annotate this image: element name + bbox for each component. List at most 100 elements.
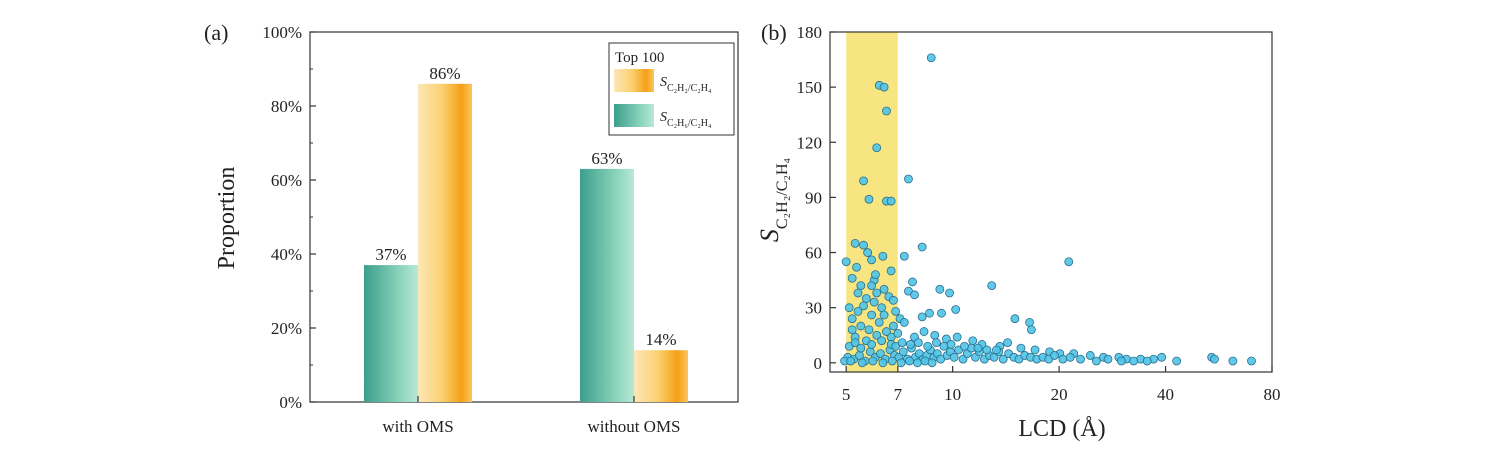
scatter-x-tick-label: 40	[1157, 385, 1174, 404]
scatter-point	[847, 314, 857, 324]
scatter-point	[1065, 352, 1075, 362]
scatter-point	[1025, 317, 1034, 327]
scatter-point	[1085, 351, 1095, 360]
bar-y-tick-label: 20%	[271, 319, 302, 338]
scatter-point	[1058, 354, 1068, 364]
bar	[634, 350, 688, 402]
scatter-point	[861, 294, 871, 303]
scatter-point	[850, 338, 860, 347]
scatter-y-axis-title: SC₂H₂/C₂H₄	[755, 157, 791, 242]
bar-series: 37% 86% 63% 14%	[364, 64, 688, 403]
scatter-point	[1050, 351, 1059, 360]
bar	[580, 168, 634, 402]
scatter-point	[897, 338, 907, 347]
scatter-point	[877, 303, 887, 313]
scatter-point	[841, 257, 851, 267]
bar-legend: Top 100 SC₂H₂/C₂H₄ SC₂H₆/C₂H₄	[608, 42, 735, 136]
scatter-point	[886, 196, 896, 206]
scatter-point	[917, 312, 927, 322]
scatter-point	[889, 321, 898, 331]
scatter-x-tick-label: 7	[894, 385, 903, 404]
scatter-point	[913, 338, 923, 347]
bar-data-label: 37%	[375, 245, 406, 264]
scatter-point	[1010, 314, 1020, 324]
scatter-point	[879, 284, 889, 294]
scatter-point	[917, 242, 927, 252]
scatter-y-tick-label: 0	[814, 354, 823, 373]
scatter-point	[910, 290, 919, 300]
scatter-x-tick-label: 20	[1051, 385, 1068, 404]
scatter-point	[853, 288, 863, 298]
scatter-point	[945, 288, 954, 298]
scatter-point	[852, 262, 861, 272]
scatter-point	[891, 341, 901, 351]
scatter-point	[856, 321, 866, 331]
scatter-point	[872, 330, 882, 340]
scatter-point	[882, 106, 891, 116]
scatter-point	[891, 306, 901, 316]
scatter-point	[868, 356, 878, 366]
scatter-y-tick-label: 30	[805, 299, 822, 318]
scatter-point	[856, 343, 866, 353]
scatter-point	[987, 281, 997, 291]
scatter-point	[946, 340, 956, 349]
scatter-point	[919, 327, 929, 336]
scatter-point	[1026, 325, 1036, 335]
scatter-point	[1247, 356, 1256, 366]
scatter-x-tick-label: 10	[944, 385, 961, 404]
bar-chart-panel: (a) 0% 20% 40% 60% 80% 100% 37% 86% 63% 14% with…	[204, 20, 739, 436]
scatter-point	[932, 338, 941, 347]
scatter-point	[893, 329, 903, 338]
scatter-point	[856, 281, 866, 291]
scatter-point	[968, 336, 978, 346]
scatter-y-tick-label: 90	[805, 188, 822, 207]
scatter-point	[927, 358, 937, 368]
scatter-point	[1003, 338, 1012, 347]
scatter-point	[937, 308, 946, 318]
scatter-point	[871, 270, 880, 279]
scatter-point	[874, 317, 884, 327]
scatter-point	[853, 306, 863, 316]
scatter-point	[872, 288, 882, 298]
scatter-point	[951, 305, 961, 314]
bar-y-tick-label: 0%	[279, 393, 302, 412]
scatter-point	[889, 295, 898, 305]
scatter-x-tick-label: 5	[842, 385, 851, 404]
panel-label-a: (a)	[204, 20, 228, 45]
scatter-y-tick-label: 180	[797, 23, 823, 42]
scatter-point	[1228, 356, 1238, 366]
scatter-point	[886, 266, 896, 276]
scatter-point	[857, 358, 867, 368]
scatter-point	[960, 341, 969, 351]
scatter-point	[867, 340, 877, 349]
bar-y-tick-label: 80%	[271, 97, 302, 116]
scatter-point	[864, 194, 874, 204]
scatter-point	[899, 251, 909, 261]
bar-y-tick-label: 60%	[271, 171, 302, 190]
scatter-point	[1172, 356, 1182, 366]
scatter-point	[847, 325, 857, 335]
scatter-point	[887, 356, 897, 366]
scatter-point	[926, 53, 936, 63]
scatter-point	[923, 341, 933, 351]
scatter-point	[952, 332, 962, 342]
scatter-point	[896, 358, 906, 368]
scatter-point	[998, 354, 1008, 364]
scatter-point	[844, 303, 854, 313]
scatter-point	[864, 325, 874, 335]
bar-y-tick-label: 40%	[271, 245, 302, 264]
scatter-point	[899, 317, 909, 327]
scatter-point	[850, 238, 860, 248]
scatter-point	[877, 336, 887, 346]
scatter-point	[973, 343, 983, 353]
scatter-y-tick-label: 120	[797, 133, 823, 152]
scatter-point	[1064, 257, 1074, 267]
bar-x-axis: with OMS without OMS	[382, 396, 681, 436]
scatter-point	[863, 248, 873, 257]
scatter-point	[925, 308, 934, 318]
scatter-point	[1016, 343, 1026, 353]
scatter-point	[867, 310, 877, 320]
bar-y-tick-label: 100%	[262, 23, 302, 42]
